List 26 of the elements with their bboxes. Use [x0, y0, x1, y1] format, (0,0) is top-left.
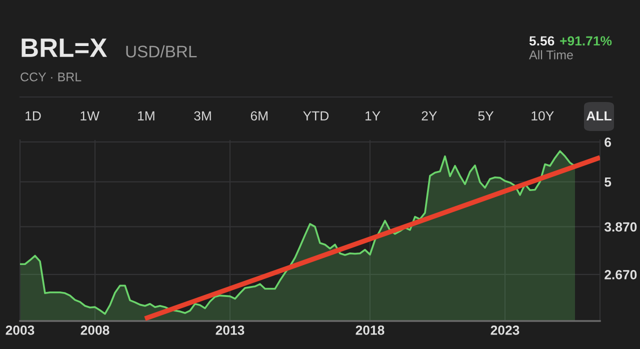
y-tick-label: 3.870	[604, 222, 637, 232]
x-tick-label: 2018	[356, 326, 384, 335]
x-tick-label: 2008	[80, 326, 110, 335]
x-tick-label: 2023	[490, 326, 520, 335]
y-tick-label: 6	[604, 138, 612, 147]
text: 1Y	[366, 111, 380, 120]
text: 10Y	[532, 111, 554, 121]
text: All Time	[529, 50, 573, 60]
chart-title: BRL=X	[22, 38, 108, 57]
text: 1M	[138, 111, 154, 120]
text: 6M	[250, 111, 268, 121]
text: YTD	[303, 111, 329, 120]
x-tick-label: 2013	[216, 326, 244, 335]
text: 5Y	[478, 111, 494, 121]
text: CCY · BRL	[20, 72, 82, 82]
text: 2Y	[422, 111, 437, 120]
x-tick-label: 2003	[6, 326, 34, 335]
text: 1W	[80, 111, 100, 120]
text: 3M	[194, 111, 211, 121]
text: 1D	[26, 111, 41, 120]
text: +91.71%	[560, 36, 612, 46]
text: 5.56	[529, 36, 554, 46]
chart-subtitle: USD/BRL	[126, 45, 197, 58]
text: ALL	[586, 111, 612, 120]
y-tick-label: 5	[604, 177, 612, 187]
y-tick-label: 2.670	[604, 270, 637, 280]
